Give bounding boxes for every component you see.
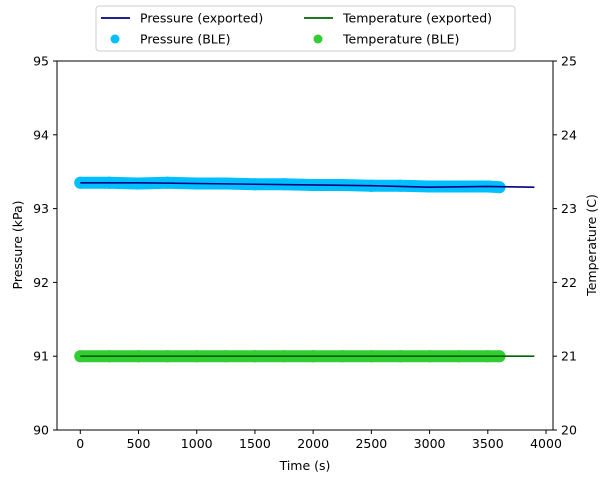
legend-box (95, 5, 516, 52)
x-tick-label: 500 (127, 436, 151, 451)
legend-marker (110, 34, 120, 44)
series-line (80, 181, 535, 188)
y2-tick-label: 21 (561, 349, 577, 364)
y2-tick-label: 20 (561, 423, 577, 438)
legend: Pressure (exported) Temperature (exported… (95, 5, 516, 52)
y-tick-label: 95 (33, 54, 49, 69)
y2-tick-label: 25 (561, 54, 577, 69)
y2-axis-title: Temperature (C) (584, 194, 599, 297)
y-tick-label: 94 (33, 127, 49, 142)
y-tick-label: 93 (33, 201, 49, 216)
legend-label: Temperature (BLE) (342, 32, 459, 47)
x-axis-title: Time (s) (279, 458, 331, 473)
plot-layer (74, 176, 535, 363)
x-tick-label: 3000 (414, 436, 446, 451)
axis-ticks: 0 500 1000 1500 2000 2500 3000 3500 4000 90 91 92 93… (33, 54, 577, 452)
y-tick-label: 91 (33, 349, 49, 364)
x-tick-label: 4000 (530, 436, 562, 451)
y-tick-label: 90 (33, 423, 49, 438)
y2-tick-label: 23 (561, 201, 577, 216)
x-tick-label: 3500 (472, 436, 504, 451)
x-tick-label: 2500 (355, 436, 387, 451)
legend-marker (313, 34, 323, 44)
plot-frame (56, 60, 554, 431)
y2-tick-label: 22 (561, 275, 577, 290)
x-tick-label: 2000 (297, 436, 329, 451)
x-tick-label: 1000 (181, 436, 213, 451)
y-tick-label: 92 (33, 275, 49, 290)
legend-items: Pressure (exported) Temperature (exported… (101, 11, 492, 47)
x-tick-label: 0 (76, 436, 84, 451)
legend-label: Pressure (BLE) (140, 32, 231, 47)
y-axis-title: Pressure (kPa) (10, 201, 25, 290)
legend-label: Pressure (exported) (140, 11, 263, 26)
x-tick-label: 1500 (239, 436, 271, 451)
y2-tick-label: 24 (561, 127, 577, 142)
legend-label: Temperature (exported) (342, 11, 492, 26)
